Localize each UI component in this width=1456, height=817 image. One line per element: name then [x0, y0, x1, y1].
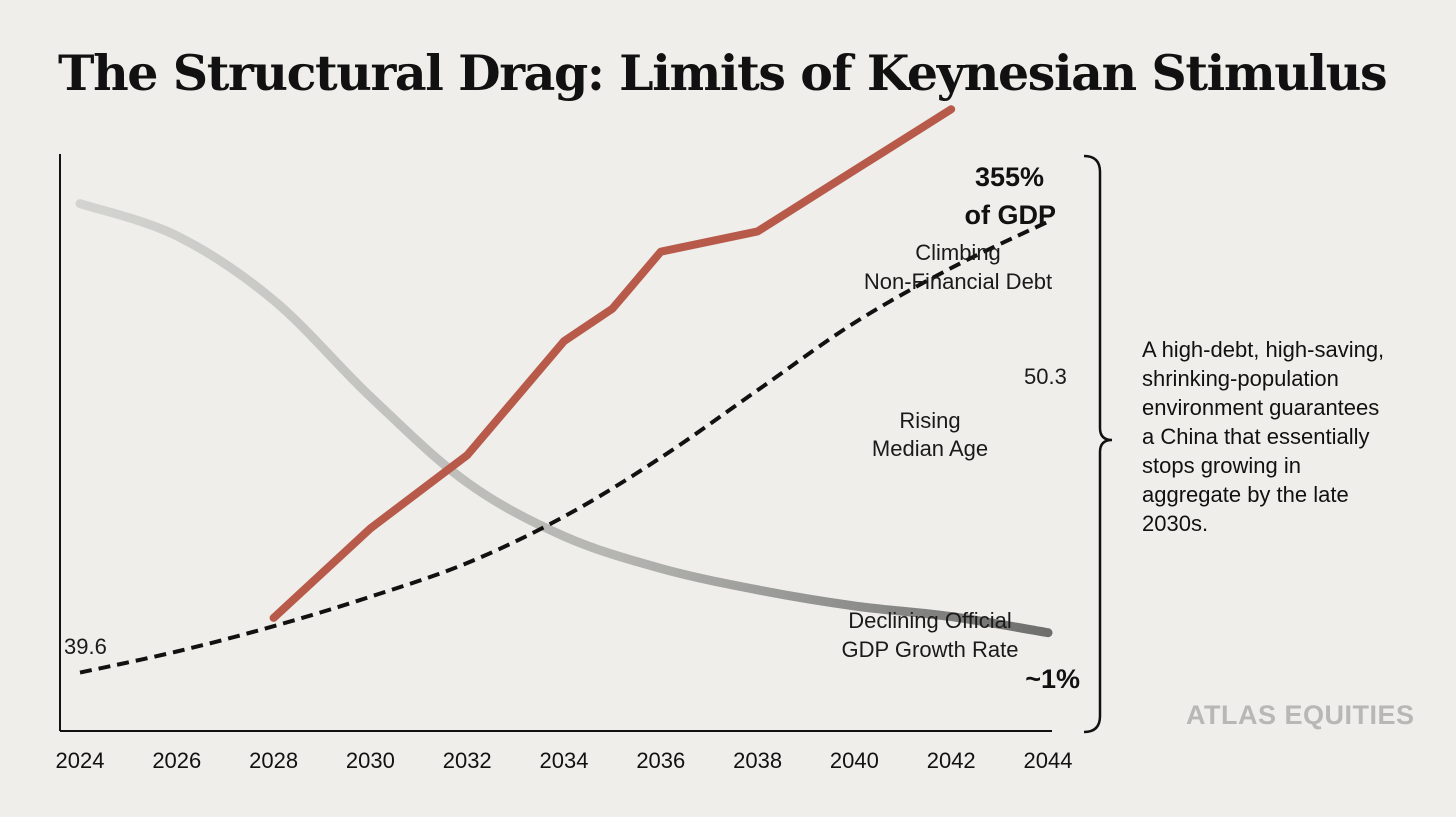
x-tick-label: 2030: [346, 748, 395, 773]
debt-series-label-line2: Non-Financial Debt: [864, 269, 1052, 294]
debt-line: [269, 105, 956, 622]
x-tick-label: 2034: [540, 748, 589, 773]
x-tick-label: 2036: [636, 748, 685, 773]
x-tick-label: 2024: [56, 748, 105, 773]
debt-end-label-line1: 355%: [975, 162, 1044, 192]
median-age-line: [79, 219, 1049, 675]
debt-end-label-line2: of GDP: [965, 200, 1057, 230]
x-tick-label: 2040: [830, 748, 879, 773]
x-tick-labels: 2024 2026 2028 2030 2032 2034 2036 2038 2040 2042…: [56, 748, 1073, 773]
age-series-label-line1: Rising: [899, 408, 960, 433]
gdp-growth-line: [75, 199, 1053, 638]
x-tick-label: 2038: [733, 748, 782, 773]
x-tick-label: 2042: [927, 748, 976, 773]
age-start-value: 39.6: [64, 634, 107, 659]
brand-watermark: ATLAS EQUITIES: [1186, 700, 1415, 730]
gdp-end-label: ~1%: [1025, 664, 1080, 694]
gdp-series-label-line2: GDP Growth Rate: [842, 637, 1019, 662]
x-tick-label: 2044: [1024, 748, 1073, 773]
summary-brace: [1083, 154, 1113, 734]
x-tick-label: 2026: [152, 748, 201, 773]
age-end-value: 50.3: [1024, 364, 1067, 389]
age-series-label-line2: Median Age: [872, 436, 988, 461]
debt-series-label-line1: Climbing: [915, 240, 1001, 265]
gdp-series-label-line1: Declining Official: [848, 608, 1011, 633]
x-tick-label: 2032: [443, 748, 492, 773]
x-tick-label: 2028: [249, 748, 298, 773]
page-title: The Structural Drag: Limits of Keynesian…: [58, 44, 1388, 102]
summary-note: A high-debt, high-saving, shrinking-popu…: [1142, 337, 1385, 536]
